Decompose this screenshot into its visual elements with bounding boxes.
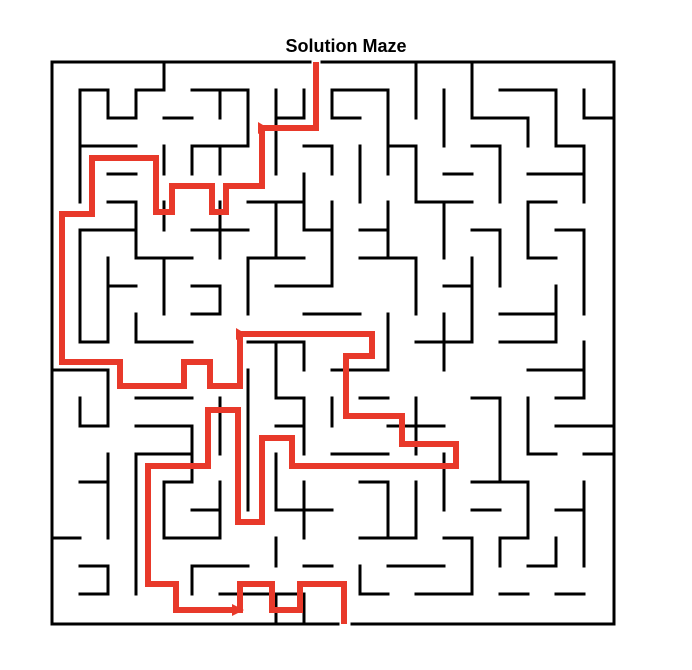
maze-title: Solution Maze: [285, 36, 407, 56]
path-arrow-marker: [232, 604, 244, 616]
path-arrow-marker: [236, 328, 246, 340]
solution-path: [59, 62, 459, 624]
maze-walls: [50, 60, 616, 626]
path-arrow-marker: [258, 122, 268, 134]
